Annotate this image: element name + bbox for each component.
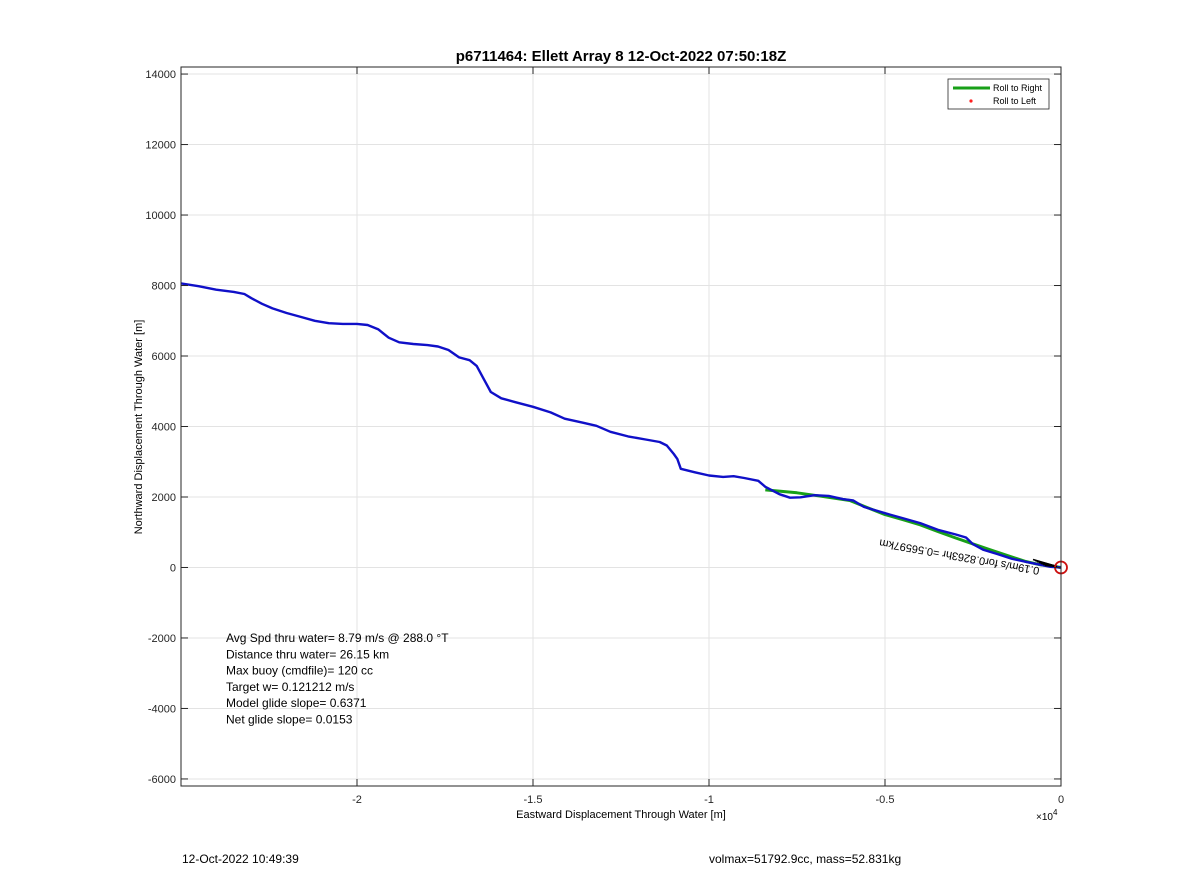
chart-title: p6711464: Ellett Array 8 12-Oct-2022 07:… [456, 48, 786, 65]
plot-area: 0.19m/s for0.8263hr =0.56597km-2 -1.5 -1 -0… [145, 66, 1068, 806]
footer-timestamp: 12-Oct-2022 10:49:39 [182, 852, 299, 866]
stats-line: Max buoy (cmdfile)= 120 cc [226, 664, 373, 678]
y-tick-label: 14000 [145, 69, 176, 81]
legend-label-roll-left: Roll to Left [993, 96, 1037, 106]
x-tick-label: -1.5 [524, 794, 543, 806]
y-tick-label: 2000 [152, 492, 176, 504]
x-tick-label: 0 [1058, 794, 1064, 806]
stats-line: Target w= 0.121212 m/s [226, 680, 354, 694]
y-axis-label: Northward Displacement Through Water [m] [133, 320, 145, 535]
legend: Roll to Right Roll to Left [947, 78, 1050, 110]
x-tick-label: -0.5 [876, 794, 895, 806]
x-axis-exponent-power: 4 [1053, 808, 1058, 817]
y-tick-label: 12000 [145, 140, 176, 152]
series-line-2 [181, 282, 1061, 569]
y-tick-label: 0 [170, 562, 176, 574]
footer-glider-info: volmax=51792.9cc, mass=52.831kg [709, 852, 902, 866]
x-axis-label: Eastward Displacement Through Water [m] [516, 809, 726, 821]
y-tick-label: 4000 [152, 422, 176, 434]
y-tick-label: 10000 [145, 210, 176, 222]
stats-line: Distance thru water= 26.15 km [226, 647, 389, 661]
legend-box [947, 78, 1050, 110]
stats-line: Net glide slope= 0.0153 [226, 713, 353, 727]
legend-label-roll-right: Roll to Right [993, 83, 1043, 93]
y-tick-label: -4000 [148, 703, 176, 715]
x-axis-exponent: ×104 [1036, 808, 1058, 823]
x-tick-label: -2 [352, 794, 362, 806]
y-tick-label: 8000 [152, 281, 176, 293]
stats-line: Avg Spd thru water= 8.79 m/s @ 288.0 °T [226, 631, 449, 645]
legend-swatch-roll-left [969, 99, 973, 103]
y-tick-label: -2000 [148, 633, 176, 645]
y-tick-label: 6000 [152, 351, 176, 363]
x-tick-label: -1 [704, 794, 714, 806]
y-tick-label: -6000 [148, 774, 176, 786]
x-axis-exponent-base: ×10 [1036, 812, 1053, 823]
stats-line: Model glide slope= 0.6371 [226, 696, 367, 710]
